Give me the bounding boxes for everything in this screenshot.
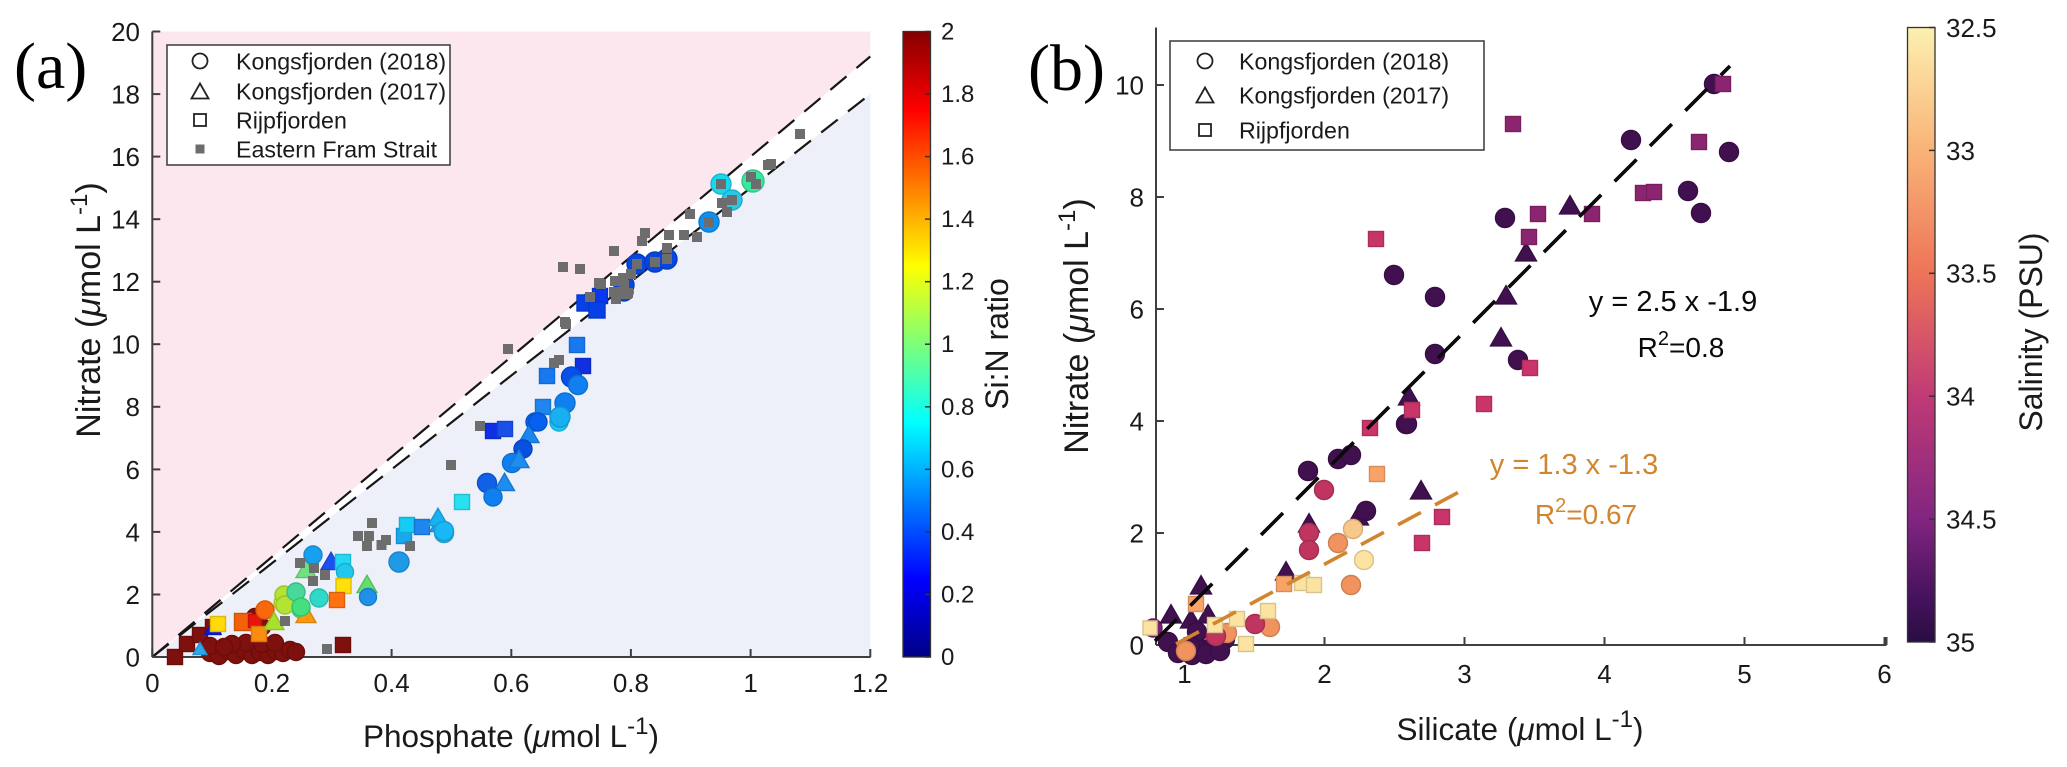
svg-text:4: 4 bbox=[1597, 659, 1611, 689]
svg-text:2: 2 bbox=[1130, 518, 1144, 548]
svg-text:Phosphate (μmol L-1): Phosphate (μmol L-1) bbox=[363, 713, 659, 754]
svg-text:16: 16 bbox=[111, 142, 140, 172]
svg-text:R2=0.67: R2=0.67 bbox=[1535, 495, 1637, 530]
svg-text:5: 5 bbox=[1737, 659, 1751, 689]
svg-text:34: 34 bbox=[1946, 382, 1975, 412]
svg-text:1.2: 1.2 bbox=[941, 269, 974, 296]
svg-text:32.5: 32.5 bbox=[1946, 13, 1997, 43]
svg-text:1.8: 1.8 bbox=[941, 81, 974, 108]
svg-text:1: 1 bbox=[941, 331, 954, 358]
svg-text:Eastern Fram Strait: Eastern Fram Strait bbox=[236, 137, 438, 163]
svg-text:2: 2 bbox=[126, 580, 140, 610]
svg-text:Salinity (PSU): Salinity (PSU) bbox=[2013, 232, 2049, 431]
svg-text:y = 2.5 x -1.9: y = 2.5 x -1.9 bbox=[1589, 286, 1757, 318]
svg-text:10: 10 bbox=[111, 330, 140, 360]
svg-text:0: 0 bbox=[941, 644, 954, 671]
svg-text:0.2: 0.2 bbox=[941, 582, 974, 609]
svg-text:0.4: 0.4 bbox=[941, 519, 974, 546]
svg-text:6: 6 bbox=[126, 455, 140, 485]
svg-text:2: 2 bbox=[941, 19, 954, 46]
svg-text:35: 35 bbox=[1946, 627, 1975, 657]
svg-text:0.6: 0.6 bbox=[493, 668, 529, 698]
svg-text:8: 8 bbox=[126, 392, 140, 422]
svg-text:2: 2 bbox=[1317, 659, 1331, 689]
svg-text:Rijpfjorden: Rijpfjorden bbox=[1239, 118, 1350, 144]
svg-text:33.5: 33.5 bbox=[1946, 259, 1997, 289]
svg-text:18: 18 bbox=[111, 80, 140, 110]
svg-text:0.6: 0.6 bbox=[941, 456, 974, 483]
svg-text:1: 1 bbox=[1177, 659, 1191, 689]
svg-text:10: 10 bbox=[1115, 70, 1144, 100]
svg-text:20: 20 bbox=[111, 17, 140, 47]
svg-text:1.2: 1.2 bbox=[852, 668, 888, 698]
svg-text:14: 14 bbox=[111, 205, 140, 235]
svg-text:(a): (a) bbox=[14, 30, 87, 103]
svg-text:0: 0 bbox=[126, 642, 140, 672]
svg-text:Kongsfjorden (2018): Kongsfjorden (2018) bbox=[236, 49, 446, 75]
svg-text:8: 8 bbox=[1130, 182, 1144, 212]
svg-text:0.4: 0.4 bbox=[374, 668, 410, 698]
svg-text:4: 4 bbox=[1130, 406, 1144, 436]
svg-text:Si:N ratio: Si:N ratio bbox=[979, 278, 1015, 410]
svg-text:1: 1 bbox=[743, 668, 757, 698]
svg-text:Nitrate (μmol L-1): Nitrate (μmol L-1) bbox=[1054, 198, 1096, 453]
svg-text:Kongsfjorden (2018): Kongsfjorden (2018) bbox=[1239, 49, 1449, 75]
svg-text:0.2: 0.2 bbox=[254, 668, 290, 698]
svg-text:3: 3 bbox=[1457, 659, 1471, 689]
svg-text:0.8: 0.8 bbox=[613, 668, 649, 698]
svg-text:Kongsfjorden (2017): Kongsfjorden (2017) bbox=[236, 79, 446, 105]
svg-text:0: 0 bbox=[145, 668, 159, 698]
svg-text:12: 12 bbox=[111, 267, 140, 297]
svg-text:0.8: 0.8 bbox=[941, 394, 974, 421]
svg-text:1.4: 1.4 bbox=[941, 206, 974, 233]
svg-text:0: 0 bbox=[1130, 630, 1144, 660]
svg-text:y = 1.3 x -1.3: y = 1.3 x -1.3 bbox=[1490, 449, 1658, 481]
svg-text:R2=0.8: R2=0.8 bbox=[1638, 328, 1725, 363]
svg-text:34.5: 34.5 bbox=[1946, 505, 1997, 535]
svg-text:Nitrate (μmol L-1): Nitrate (μmol L-1) bbox=[66, 182, 108, 437]
svg-text:Kongsfjorden (2017): Kongsfjorden (2017) bbox=[1239, 83, 1449, 109]
svg-text:Rijpfjorden: Rijpfjorden bbox=[236, 108, 347, 134]
svg-text:6: 6 bbox=[1877, 659, 1891, 689]
svg-text:Silicate (μmol L-1): Silicate (μmol L-1) bbox=[1397, 706, 1644, 747]
svg-text:(b): (b) bbox=[1028, 32, 1105, 105]
svg-text:1.6: 1.6 bbox=[941, 144, 974, 171]
svg-text:33: 33 bbox=[1946, 136, 1975, 166]
svg-text:6: 6 bbox=[1130, 294, 1144, 324]
svg-text:4: 4 bbox=[126, 517, 140, 547]
